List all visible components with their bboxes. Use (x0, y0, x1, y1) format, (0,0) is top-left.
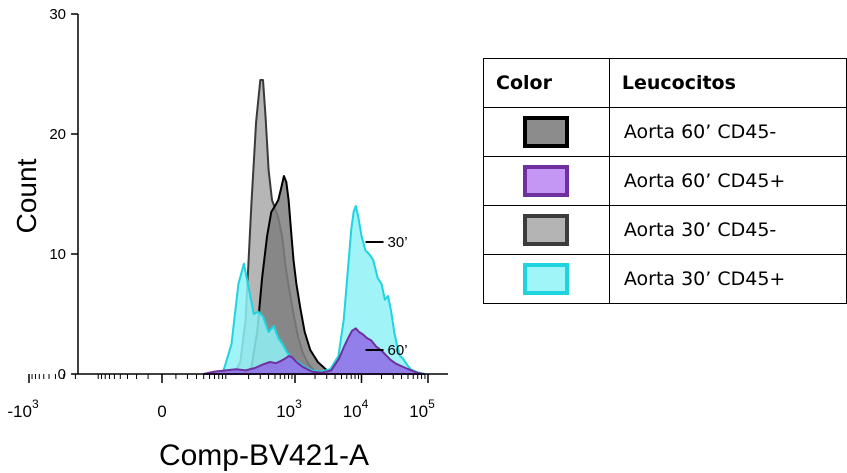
x-tick-exponent: 4 (362, 397, 369, 411)
legend-swatch-cell (483, 205, 610, 255)
series-area-2 (221, 205, 426, 375)
series-area-3 (202, 327, 425, 375)
legend-swatch (523, 116, 570, 148)
legend-table: Color Leucocitos Aorta 60’ CD45- Aorta 6… (483, 58, 847, 304)
legend-swatch-cell (483, 107, 610, 157)
x-axis-label: Comp-BV421-A (159, 439, 369, 472)
legend-header-row: Color Leucocitos (483, 58, 847, 108)
x-tick-label: 103 (276, 397, 302, 421)
x-tick-exponent: 3 (32, 397, 39, 411)
x-ticks: -103 0 103 104 105 (7, 374, 435, 421)
y-axis-label: Count (11, 158, 42, 233)
legend-label: Aorta 30’ CD45+ (608, 254, 847, 304)
legend-swatch (523, 165, 570, 197)
legend-swatch (523, 263, 570, 295)
y-tick-label: 0 (58, 366, 66, 383)
legend-label: Aorta 30’ CD45- (608, 205, 847, 255)
legend-row: Aorta 30’ CD45+ (483, 254, 847, 304)
y-tick-label: 10 (49, 246, 66, 263)
y-ticks: 0 10 20 30 (49, 6, 78, 383)
legend-swatch-cell (483, 156, 610, 206)
x-tick-label: 105 (409, 397, 435, 421)
legend-row: Aorta 30’ CD45- (483, 205, 847, 255)
legend-header-label: Leucocitos (608, 58, 847, 108)
legend-swatch-cell (483, 254, 610, 304)
legend-header-color: Color (483, 58, 610, 108)
y-tick-label: 20 (49, 126, 66, 143)
y-tick-label: 30 (49, 6, 66, 23)
x-tick-label: 104 (343, 397, 369, 421)
legend-label: Aorta 60’ CD45- (608, 107, 847, 157)
axes-layer (77, 14, 448, 375)
annotations: 30’ 60’ (365, 234, 408, 359)
x-tick-label: 0 (157, 402, 166, 421)
x-tick-exponent: 5 (428, 397, 435, 411)
annotation-label: 30’ (388, 234, 408, 251)
legend-row: Aorta 60’ CD45+ (483, 156, 847, 206)
legend-row: Aorta 60’ CD45- (483, 107, 847, 157)
x-tick-label: -103 (7, 397, 39, 421)
x-tick-exponent: 3 (295, 397, 302, 411)
legend-label: Aorta 60’ CD45+ (608, 156, 847, 206)
legend-swatch (523, 214, 570, 246)
annotation-label: 60’ (388, 342, 408, 359)
series-layer (202, 79, 426, 375)
